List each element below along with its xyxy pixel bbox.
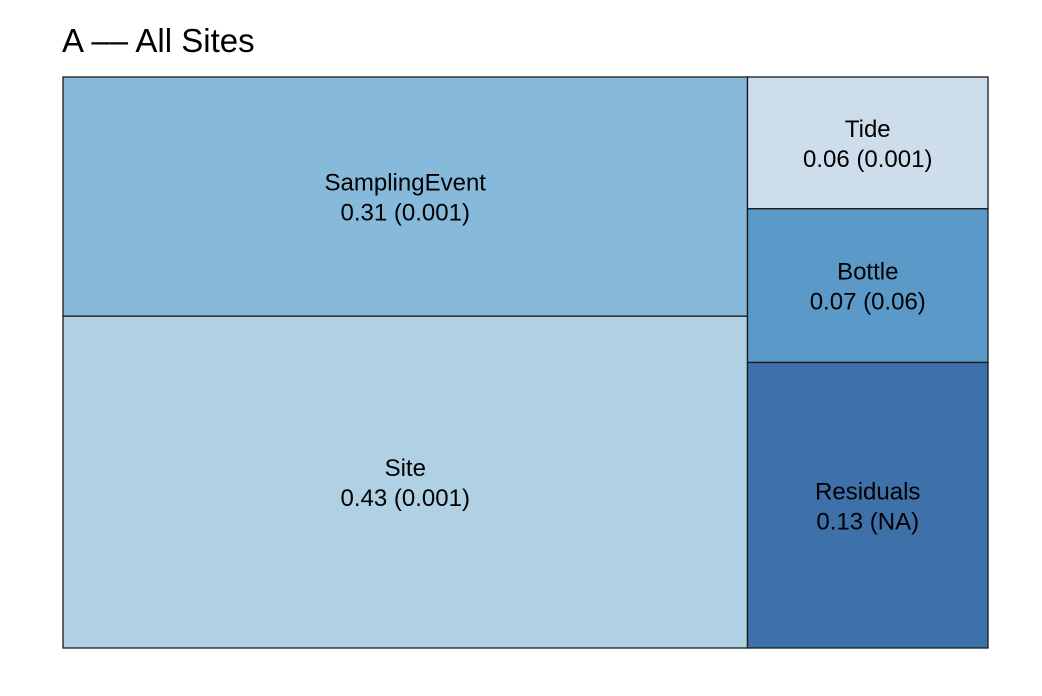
tile-rect-bottle	[746, 208, 989, 364]
tile-value-tide: 0.06 (0.001)	[803, 146, 932, 173]
tile-tide: Tide 0.06 (0.001)	[746, 76, 989, 210]
tile-samplingevent: SamplingEvent 0.31 (0.001)	[62, 76, 749, 317]
tile-value-site: 0.43 (0.001)	[341, 485, 470, 512]
tile-value-bottle: 0.07 (0.06)	[810, 289, 926, 316]
tile-name-tide: Tide	[845, 116, 891, 143]
tile-rect-tide	[746, 76, 989, 210]
tile-name-samplingevent: SamplingEvent	[325, 170, 487, 197]
tile-rect-site	[62, 315, 749, 649]
tile-rect-samplingevent	[62, 76, 749, 317]
tile-bottle: Bottle 0.07 (0.06)	[746, 208, 989, 364]
tile-residuals: Residuals 0.13 (NA)	[746, 361, 989, 649]
tile-name-bottle: Bottle	[837, 259, 898, 286]
tile-value-residuals: 0.13 (NA)	[816, 508, 919, 535]
tile-rect-residuals	[746, 361, 989, 649]
tile-name-residuals: Residuals	[815, 478, 920, 505]
tile-name-site: Site	[385, 455, 426, 482]
tile-value-samplingevent: 0.31 (0.001)	[341, 200, 470, 227]
tile-site: Site 0.43 (0.001)	[62, 315, 749, 649]
chart-title: A –– All Sites	[62, 22, 255, 59]
